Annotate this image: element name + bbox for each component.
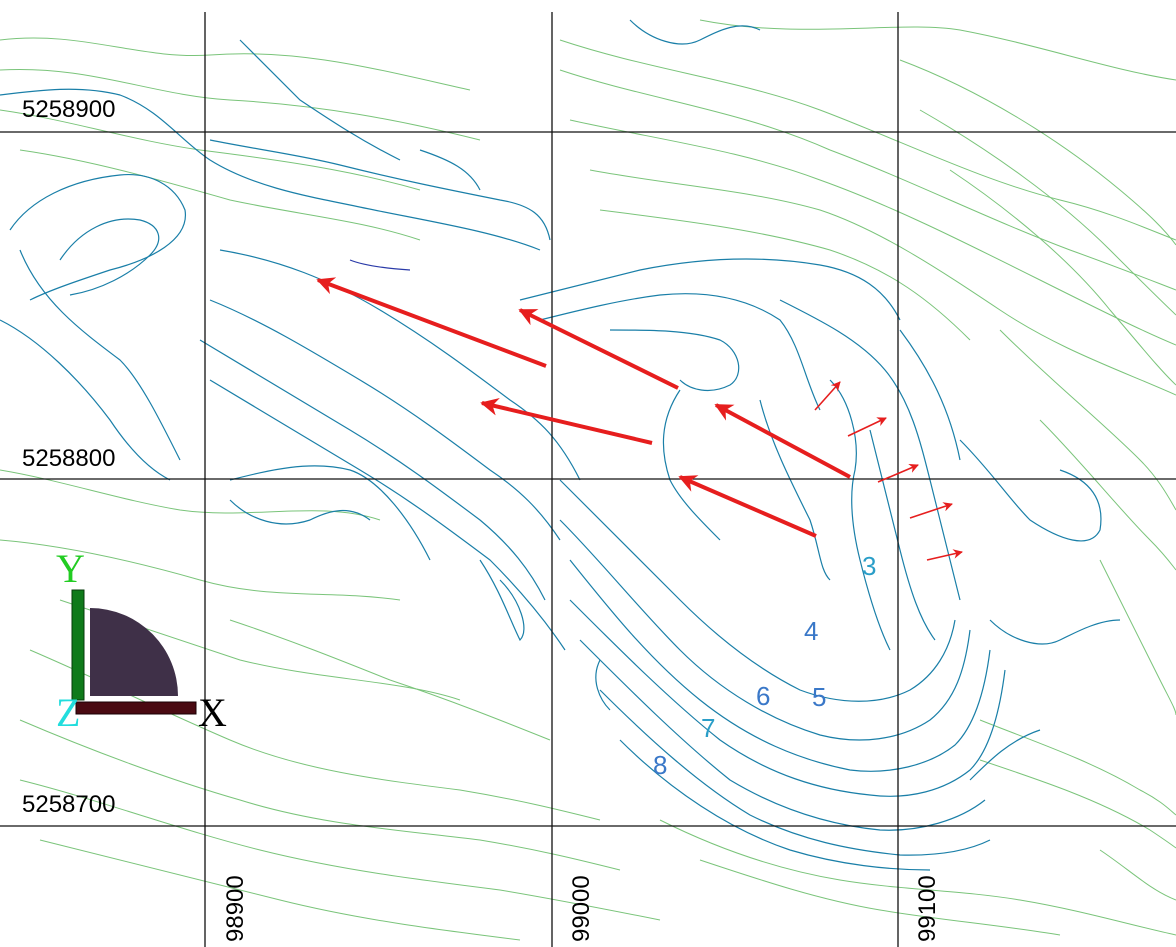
y-axis-label: Y	[56, 546, 85, 591]
northing-label: 5258700	[22, 791, 115, 818]
displacement-arrow-small	[847, 417, 887, 437]
bench-label: 5	[812, 682, 826, 712]
bench-label: 7	[701, 713, 715, 743]
coordinate-grid	[0, 12, 1176, 947]
northing-label: 5258800	[22, 445, 115, 472]
axis-triad: Y X Z	[56, 546, 227, 735]
grid-labels: 5258900 5258800 5258700 98900 99000 9910…	[22, 96, 941, 942]
bench-label: 8	[653, 750, 667, 780]
bench-label: 3	[862, 551, 876, 581]
displacement-arrow-small	[909, 502, 953, 519]
x-axis-bar	[75, 701, 197, 715]
y-axis-bar	[71, 589, 85, 701]
displacement-arrow-small	[926, 549, 963, 561]
pit-contours	[0, 19, 1121, 871]
x-axis-label: X	[198, 690, 227, 735]
displacement-vectors	[316, 277, 963, 561]
northing-label: 5258900	[22, 96, 115, 123]
displacement-arrow	[316, 277, 547, 368]
displacement-arrow-small	[814, 381, 841, 411]
easting-label: 99100	[914, 875, 941, 942]
z-axis-label: Z	[56, 690, 80, 735]
bench-labels: 3 4 5 6 7 8	[653, 551, 876, 780]
displacement-arrow	[678, 475, 817, 538]
bench-label: 4	[804, 616, 818, 646]
displacement-arrow	[480, 397, 653, 445]
easting-label: 98900	[222, 875, 249, 942]
displacement-arrow	[518, 308, 679, 390]
displacement-arrow	[714, 403, 851, 479]
terrain-contours	[0, 19, 1176, 941]
axis-triad-quadrant	[90, 608, 178, 696]
displacement-arrow-small	[877, 463, 919, 483]
easting-label: 99000	[568, 875, 595, 942]
bench-label: 6	[756, 681, 770, 711]
